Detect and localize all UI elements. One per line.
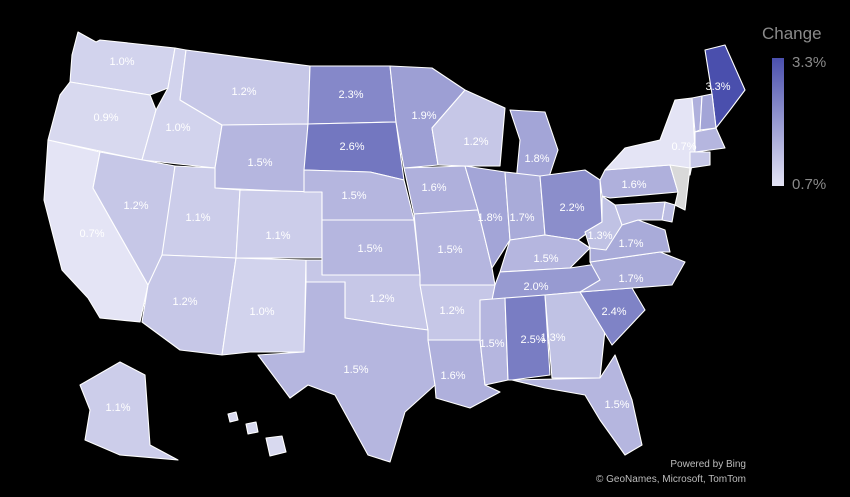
state-label-wa: 1.0%	[109, 56, 134, 68]
state-label-ne: 1.5%	[341, 190, 366, 202]
state-label-mo: 1.5%	[437, 244, 462, 256]
state-nj[interactable]	[669, 164, 691, 211]
state-in[interactable]	[504, 171, 546, 241]
state-label-tx: 1.5%	[343, 364, 368, 376]
state-label-sc: 2.4%	[601, 306, 626, 318]
state-label-ga: 1.3%	[540, 332, 565, 344]
state-label-ia: 1.6%	[421, 182, 446, 194]
state-fl[interactable]	[511, 354, 643, 456]
state-label-ny: 0.7%	[671, 141, 696, 153]
state-ma[interactable]	[694, 127, 726, 153]
state-label-wi: 1.2%	[463, 136, 488, 148]
state-label-pa: 1.6%	[621, 179, 646, 191]
legend-title: Change	[762, 24, 822, 43]
states-layer	[43, 31, 746, 463]
state-ms[interactable]	[479, 297, 509, 386]
state-label-ca: 0.7%	[79, 228, 104, 240]
state-co[interactable]	[235, 189, 323, 259]
legend-color-bar	[772, 58, 784, 186]
state-label-me: 3.3%	[705, 81, 730, 93]
state-nc[interactable]	[579, 251, 686, 293]
labels-layer: 1.0% 0.9% 0.7% 1.0% 1.2% 1.2% 1.5% 1.1% 1.2% 1.1%…	[79, 56, 730, 414]
state-label-il: 1.8%	[477, 212, 502, 224]
state-label-va: 1.7%	[618, 238, 643, 250]
state-label-ut: 1.1%	[185, 212, 210, 224]
state-label-nc: 1.7%	[618, 273, 643, 285]
state-ny[interactable]	[604, 97, 696, 176]
state-label-id: 1.0%	[165, 122, 190, 134]
state-label-ok: 1.2%	[369, 293, 394, 305]
state-hi[interactable]	[227, 411, 287, 457]
state-label-nm: 1.0%	[249, 306, 274, 318]
state-label-nv: 1.2%	[123, 200, 148, 212]
state-il[interactable]	[464, 165, 511, 269]
state-label-sd: 2.6%	[339, 141, 364, 153]
state-label-oh: 2.2%	[559, 202, 584, 214]
state-label-ms: 1.5%	[479, 338, 504, 350]
state-tx[interactable]	[257, 281, 436, 463]
state-label-fl: 1.5%	[604, 399, 629, 411]
state-label-mi: 1.8%	[524, 153, 549, 165]
state-ak[interactable]	[79, 361, 179, 461]
state-label-tn: 2.0%	[523, 281, 548, 293]
state-label-co: 1.1%	[265, 230, 290, 242]
state-label-ky: 1.5%	[533, 253, 558, 265]
state-label-or: 0.9%	[93, 112, 118, 124]
state-label-al: 2.5%	[520, 334, 545, 346]
state-label-mt: 1.2%	[231, 86, 256, 98]
state-wi[interactable]	[431, 89, 506, 167]
credit-attribution: © GeoNames, Microsoft, TomTom	[596, 474, 746, 485]
state-label-la: 1.6%	[440, 370, 465, 382]
state-label-wy: 1.5%	[247, 157, 272, 169]
state-nm[interactable]	[221, 257, 307, 356]
state-label-in: 1.7%	[509, 212, 534, 224]
state-label-ak: 1.1%	[105, 402, 130, 414]
state-label-nd: 2.3%	[338, 89, 363, 101]
state-mi[interactable]	[509, 109, 559, 183]
state-md[interactable]	[614, 201, 666, 226]
state-label-wv: 1.3%	[587, 230, 612, 242]
state-ga[interactable]	[544, 291, 606, 379]
legend-min-label: 0.7%	[792, 176, 827, 193]
state-label-az: 1.2%	[172, 296, 197, 308]
state-label-ks: 1.5%	[357, 243, 382, 255]
credit-powered-by: Powered by Bing	[670, 459, 746, 470]
state-label-mn: 1.9%	[411, 110, 436, 122]
state-ct[interactable]	[689, 151, 711, 169]
state-label-ar: 1.2%	[439, 305, 464, 317]
legend-max-label: 3.3%	[792, 54, 827, 71]
state-al[interactable]	[504, 294, 551, 381]
